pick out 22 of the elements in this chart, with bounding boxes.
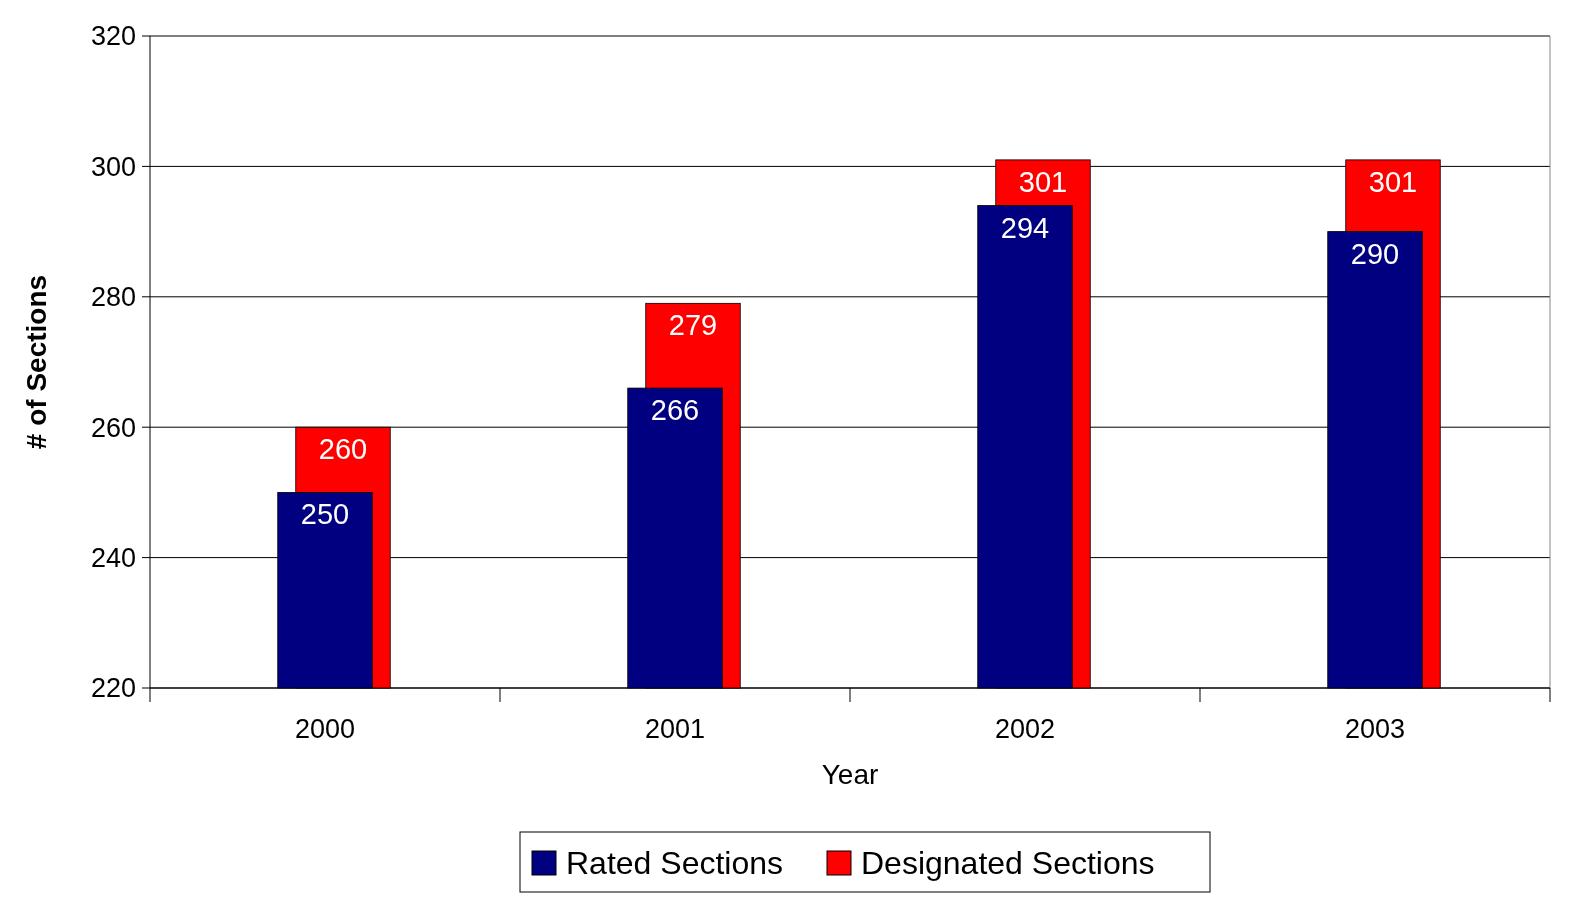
legend-label: Designated Sections: [861, 845, 1155, 882]
x-tick-label: 2000: [294, 714, 356, 744]
data-label: 290: [1350, 237, 1400, 270]
y-tick-label: 320: [90, 21, 136, 52]
legend-label: Rated Sections: [566, 845, 784, 882]
y-tick-label: 240: [90, 543, 136, 574]
x-axis-title: Year: [821, 759, 879, 790]
data-label: 279: [668, 309, 718, 342]
y-axis-title: # of Sections: [21, 274, 52, 450]
data-label: 260: [318, 433, 368, 466]
data-label: 301: [1018, 165, 1068, 198]
y-tick-label: 260: [90, 412, 136, 443]
x-tick-label: 2001: [644, 714, 706, 744]
x-tick-label: 2003: [1344, 714, 1406, 744]
y-tick-label: 220: [90, 673, 136, 704]
x-tick-label: 2002: [994, 714, 1056, 744]
data-label: 294: [1000, 211, 1050, 244]
data-label: 250: [300, 498, 350, 531]
y-tick-label: 300: [90, 151, 136, 182]
y-tick-label: 280: [90, 282, 136, 313]
data-label: 266: [650, 394, 700, 427]
data-label: 301: [1368, 165, 1418, 198]
